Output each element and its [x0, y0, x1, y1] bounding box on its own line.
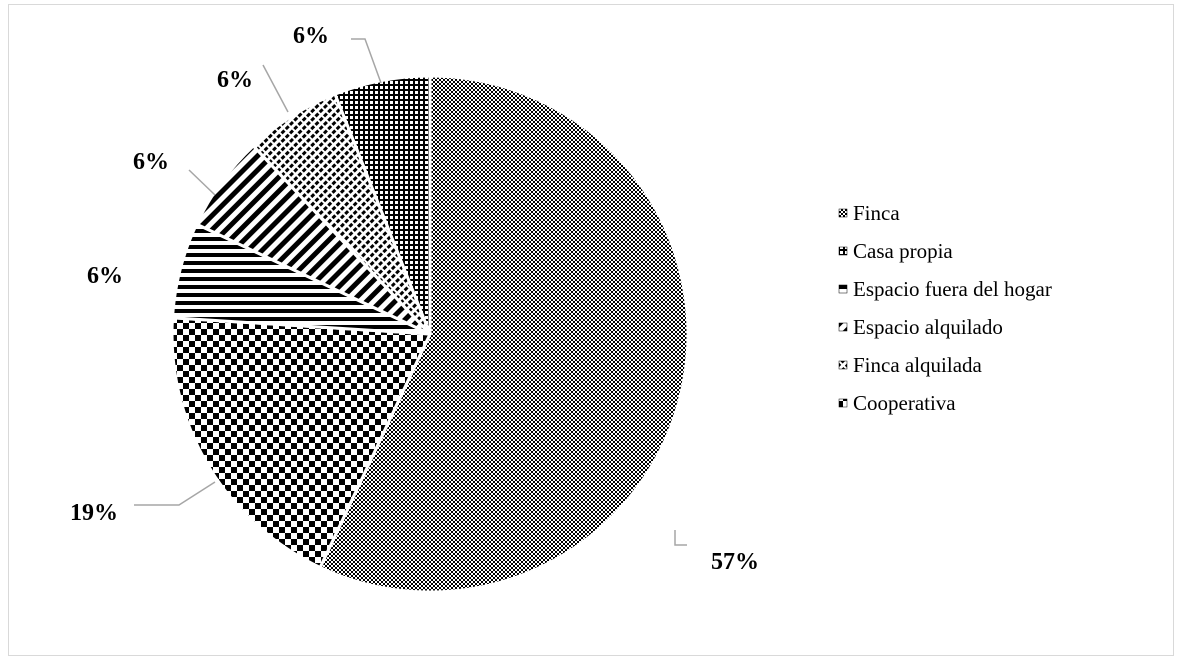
data-label-cooperativa: 19% — [70, 500, 118, 526]
legend-item-espacio-fuera-del-hogar: Espacio fuera del hogar — [838, 277, 1052, 301]
pie-slice-finca — [318, 74, 690, 594]
data-label-finca: 57% — [711, 549, 759, 575]
legend-item-casa-propia: Casa propia — [838, 239, 953, 263]
data-label-finca-alquilada: 6% — [217, 67, 253, 93]
leader-line-finca — [674, 530, 687, 546]
legend-label-finca: Finca — [853, 201, 900, 225]
pie-slice-cooperativa — [170, 316, 433, 570]
legend-swatch-cooperativa — [838, 398, 848, 408]
legend: Finca Casa propia Espacio fuera del hogar E… — [838, 201, 1052, 415]
data-label-casa-propia: 6% — [293, 23, 329, 49]
legend-label-finca-alquilada: Finca alquilada — [853, 353, 983, 377]
data-label-espacio-fuera-del-hogar: 6% — [87, 263, 123, 289]
leader-line-finca-alquilada — [262, 64, 289, 113]
legend-label-espacio-fuera-del-hogar: Espacio fuera del hogar — [853, 277, 1052, 301]
legend-swatch-finca — [838, 208, 848, 218]
legend-label-cooperativa: Cooperativa — [853, 391, 956, 415]
legend-swatch-espacio-fuera-del-hogar — [838, 284, 848, 294]
leader-line-espacio-alquilado — [188, 169, 216, 196]
leader-line-casa-propia — [351, 38, 382, 84]
legend-swatch-finca-alquilada — [838, 360, 848, 370]
legend-item-cooperativa: Cooperativa — [838, 391, 956, 415]
legend-label-espacio-alquilado: Espacio alquilado — [853, 315, 1003, 339]
pie-slices — [170, 74, 690, 594]
legend-item-finca: Finca — [838, 201, 900, 225]
pie-slice-casa-propia — [333, 74, 432, 335]
leader-lines — [134, 38, 687, 546]
leader-line-cooperativa — [134, 481, 216, 506]
legend-swatch-espacio-alquilado — [838, 322, 848, 332]
legend-item-finca-alquilada: Finca alquilada — [838, 353, 983, 377]
chart-frame: 57% 19% 6% 6% 6% 6% Finca Casa propia Espacio f… — [8, 4, 1174, 656]
legend-swatch-casa-propia — [838, 246, 848, 256]
legend-label-casa-propia: Casa propia — [853, 239, 953, 263]
data-label-espacio-alquilado: 6% — [133, 149, 169, 175]
pie-chart: 57% 19% 6% 6% 6% 6% Finca Casa propia Espacio f… — [70, 23, 1052, 594]
data-labels: 57% 19% 6% 6% 6% 6% — [70, 23, 759, 575]
legend-item-espacio-alquilado: Espacio alquilado — [838, 315, 1003, 339]
